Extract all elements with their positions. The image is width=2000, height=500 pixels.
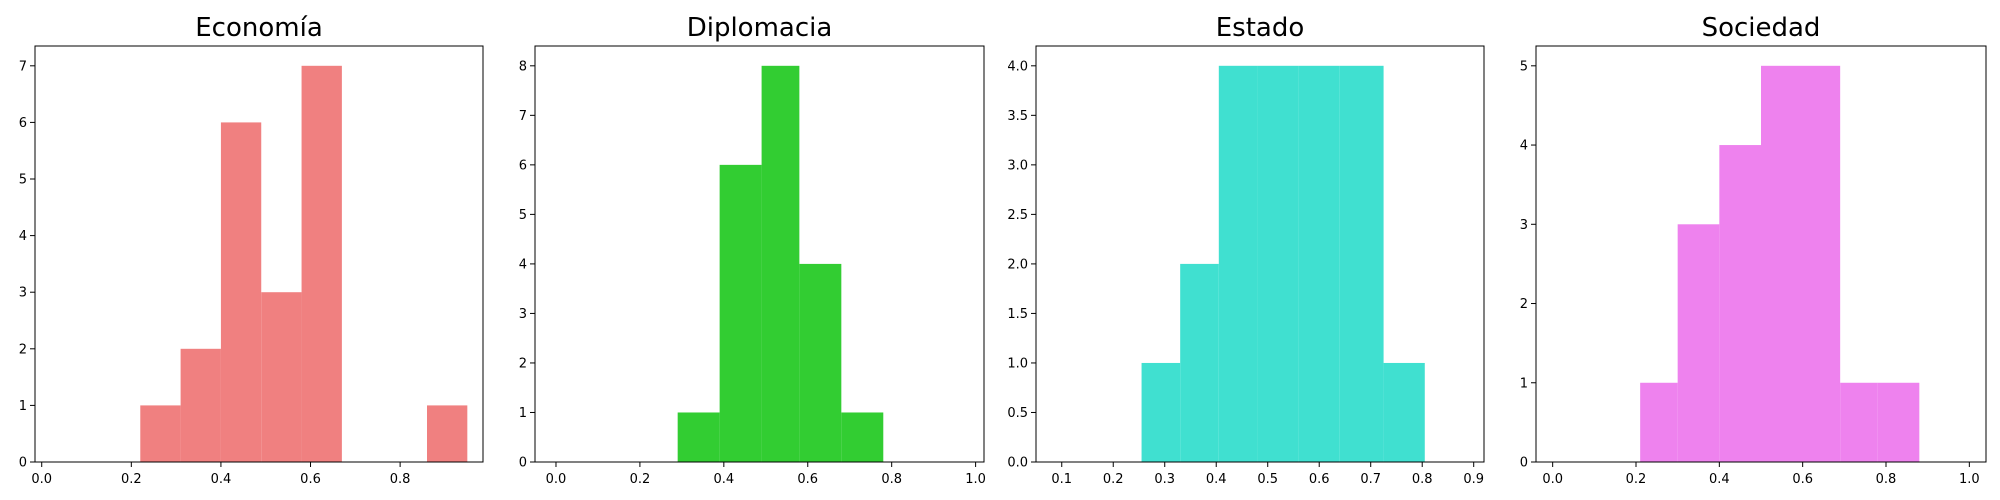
y-tick-label: 5 <box>519 208 527 223</box>
histogram-bar <box>301 65 342 463</box>
histogram-bar <box>220 122 262 462</box>
x-tick-label: 0.4 <box>1206 472 1227 487</box>
x-tick-label: 0.4 <box>713 472 734 487</box>
x-tick-label: 0.8 <box>881 472 902 487</box>
histogram-bar <box>140 405 181 462</box>
histogram-bar <box>1383 362 1425 462</box>
y-tick-label: 0.0 <box>1007 456 1028 471</box>
y-tick-label: 1.0 <box>1007 356 1028 371</box>
histogram-bar <box>1798 65 1841 463</box>
panel-title: Sociedad <box>1702 13 1821 43</box>
histogram-bar <box>1840 382 1878 462</box>
y-tick-label: 2 <box>519 356 527 371</box>
y-tick-label: 4.0 <box>1007 59 1028 74</box>
x-tick-label: 0.2 <box>1103 472 1124 487</box>
x-tick-label: 0.6 <box>797 472 818 487</box>
histogram-bar <box>261 292 302 462</box>
histogram-bar <box>799 263 842 462</box>
y-tick-label: 1 <box>19 399 27 414</box>
y-tick-label: 1 <box>1520 376 1528 391</box>
x-tick-label: 0.6 <box>1309 472 1330 487</box>
histogram-bar <box>1180 263 1219 462</box>
histogram-bar <box>180 348 221 462</box>
y-tick-label: 0 <box>19 456 27 471</box>
x-tick-label: 0.2 <box>630 472 651 487</box>
x-tick-label: 0.7 <box>1360 472 1381 487</box>
y-tick-label: 6 <box>519 158 527 173</box>
y-tick-label: 3 <box>1520 218 1528 233</box>
histogram-bar <box>1218 65 1258 463</box>
x-tick-label: 0.8 <box>390 472 411 487</box>
y-tick-label: 3.5 <box>1007 109 1028 124</box>
y-tick-label: 1.5 <box>1007 307 1028 322</box>
histogram-bar <box>677 412 720 462</box>
histogram-panel-3: 0.1 0.2 0.3 0.4 0.5 0.6 0.7 0.8 0.9 0.0 0.5 1.0 1.5 2… <box>1007 13 1485 487</box>
y-tick-label: 2.5 <box>1007 208 1028 223</box>
y-tick-label: 6 <box>19 116 27 131</box>
histogram-bar <box>1141 362 1181 462</box>
histogram-panel-2: 0.0 0.2 0.4 0.6 0.8 1.0 0 1 2 3 4 5 6 7 8 Diplomacia <box>519 13 986 487</box>
y-tick-label: 2 <box>1520 297 1528 312</box>
x-tick-label: 0.0 <box>1542 472 1563 487</box>
x-tick-label: 0.4 <box>211 472 232 487</box>
x-tick-label: 0.9 <box>1463 472 1484 487</box>
histogram-bar <box>761 65 800 463</box>
panel-title: Economía <box>195 13 323 43</box>
panel-title: Estado <box>1216 13 1305 43</box>
y-tick-label: 0 <box>519 456 527 471</box>
histogram-bar <box>1719 145 1761 463</box>
y-tick-label: 4 <box>519 257 527 272</box>
y-tick-label: 4 <box>19 229 27 244</box>
histogram-bar <box>1877 382 1920 462</box>
x-tick-label: 1.0 <box>965 472 986 487</box>
y-tick-label: 3.0 <box>1007 158 1028 173</box>
x-tick-label: 0.1 <box>1051 472 1072 487</box>
x-tick-label: 0.2 <box>121 472 142 487</box>
x-tick-label: 0.4 <box>1709 472 1730 487</box>
histogram-bar <box>1677 224 1720 462</box>
x-tick-label: 0.0 <box>546 472 567 487</box>
y-tick-label: 7 <box>519 109 527 124</box>
y-tick-label: 5 <box>1520 59 1528 74</box>
x-tick-label: 0.0 <box>31 472 52 487</box>
x-tick-label: 0.6 <box>1792 472 1813 487</box>
x-tick-label: 0.2 <box>1626 472 1647 487</box>
y-tick-label: 2 <box>19 342 27 357</box>
x-tick-label: 0.5 <box>1257 472 1278 487</box>
x-tick-label: 0.6 <box>300 472 321 487</box>
y-tick-label: 0.5 <box>1007 406 1028 421</box>
y-tick-label: 3 <box>19 286 27 301</box>
axes-frame <box>534 45 985 463</box>
x-tick-label: 0.8 <box>1876 472 1897 487</box>
histogram-bar <box>719 164 762 462</box>
histogram-panel-4: 0.0 0.2 0.4 0.6 0.8 1.0 0 1 2 3 4 5 Sociedad <box>1520 13 1987 487</box>
histogram-bar <box>1339 65 1384 463</box>
histogram-bar <box>1257 65 1299 463</box>
axes-frame <box>1535 45 1987 463</box>
axes-frame <box>1035 45 1485 463</box>
histogram-bar <box>1640 382 1678 462</box>
x-tick-label: 0.8 <box>1412 472 1433 487</box>
histogram-bar <box>427 405 468 462</box>
histogram-bar <box>1761 65 1799 463</box>
y-tick-label: 7 <box>19 59 27 74</box>
y-tick-label: 0 <box>1520 456 1528 471</box>
x-tick-label: 0.3 <box>1154 472 1175 487</box>
y-tick-label: 2.0 <box>1007 257 1028 272</box>
histogram-bar <box>841 412 884 462</box>
panel-title: Diplomacia <box>687 13 833 43</box>
y-tick-label: 1 <box>519 406 527 421</box>
histogram-bar <box>1298 65 1340 463</box>
y-tick-label: 8 <box>519 59 527 74</box>
y-tick-label: 5 <box>19 173 27 188</box>
y-tick-label: 3 <box>519 307 527 322</box>
y-tick-label: 4 <box>1520 139 1528 154</box>
axes-frame <box>34 45 484 463</box>
x-tick-label: 1.0 <box>1959 472 1980 487</box>
histogram-panel-1: 0.0 0.2 0.4 0.6 0.8 0 1 2 3 4 5 6 7 Economía <box>19 13 484 487</box>
